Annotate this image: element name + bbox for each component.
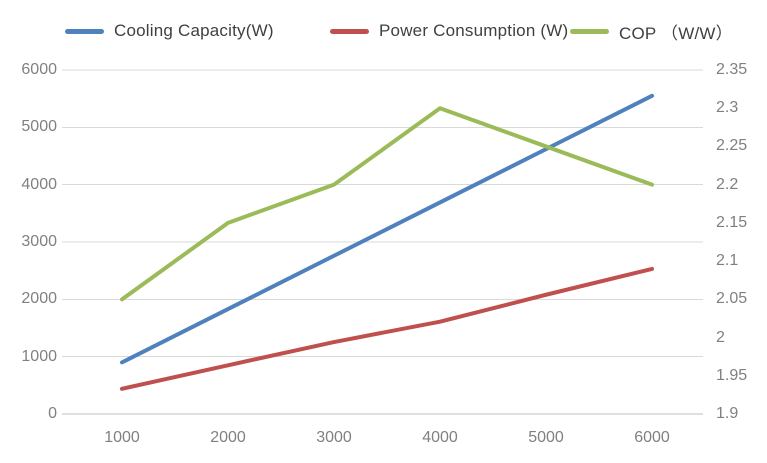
x-tick-3000: 3000 xyxy=(316,429,352,446)
right-tick-2-15: 2.15 xyxy=(716,213,748,231)
left-tick-6000: 6000 xyxy=(21,61,57,78)
series-line-cop-w-w xyxy=(120,106,654,302)
x-tick-2000: 2000 xyxy=(210,429,246,446)
x-tick-1000: 1000 xyxy=(104,429,140,446)
right-tick-2-05: 2.05 xyxy=(716,290,748,308)
right-tick-1-9: 1.9 xyxy=(716,405,739,422)
x-tick-4000: 4000 xyxy=(422,429,458,446)
left-tick-1000: 1000 xyxy=(21,347,57,365)
series-line-power-consumption-w xyxy=(120,266,654,391)
legend-swatch-cop-w-w xyxy=(570,28,609,34)
legend-label-power-consumption-w: Power Consumption (W) xyxy=(379,21,569,40)
left-tick-5000: 5000 xyxy=(21,118,57,136)
left-tick-3000: 3000 xyxy=(21,233,57,250)
legend-swatch-power-consumption-w xyxy=(330,28,369,34)
right-tick-2: 2 xyxy=(716,328,725,346)
right-tick-2-35: 2.35 xyxy=(716,61,748,78)
legend-item-power-consumption-w: Power Consumption (W) xyxy=(330,21,568,41)
x-tick-6000: 6000 xyxy=(634,429,670,446)
left-tick-0: 0 xyxy=(48,405,57,422)
legend-label-cop-w-w: COP （W/W） xyxy=(619,23,733,43)
legend-item-cooling-capacity-w: Cooling Capacity(W) xyxy=(65,21,274,41)
left-tick-2000: 2000 xyxy=(21,290,57,308)
right-tick-2-2: 2.2 xyxy=(716,175,739,193)
right-tick-2-3: 2.3 xyxy=(716,99,739,117)
right-tick-2-25: 2.25 xyxy=(716,137,748,155)
legend-item-cop-w-w: COP （W/W） xyxy=(570,21,733,43)
x-tick-5000: 5000 xyxy=(528,429,564,446)
series-line-cooling-capacity-w xyxy=(120,93,654,365)
right-tick-2-1: 2.1 xyxy=(716,252,739,270)
right-tick-1-95: 1.95 xyxy=(716,366,748,384)
left-tick-4000: 4000 xyxy=(21,175,57,193)
legend-swatch-cooling-capacity-w xyxy=(65,28,104,34)
legend-label-cooling-capacity-w: Cooling Capacity(W) xyxy=(114,21,274,40)
